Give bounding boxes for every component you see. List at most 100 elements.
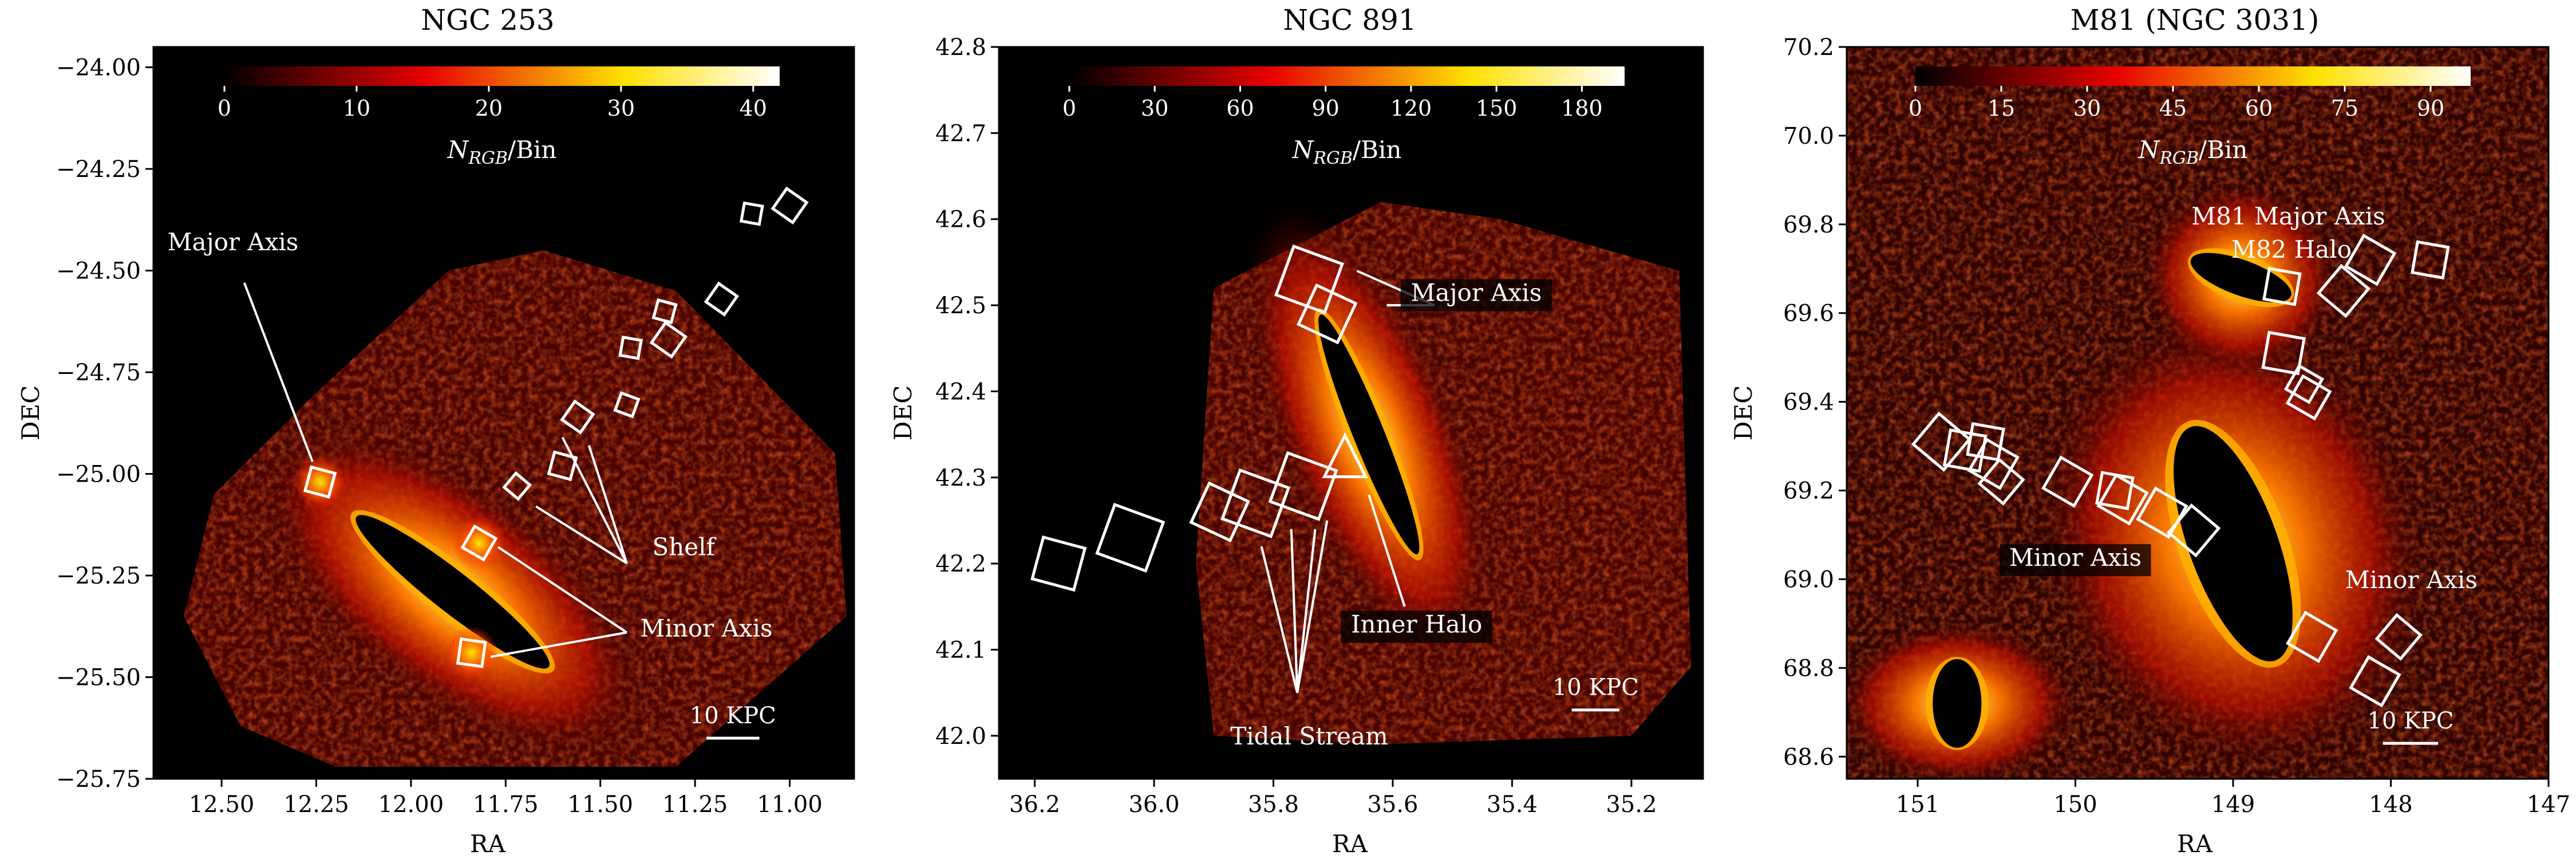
hst-field-square — [739, 201, 764, 226]
hst-field-square — [2262, 266, 2302, 306]
x-tick-label: 35.2 — [1606, 791, 1657, 818]
hst-field-square — [1966, 422, 2005, 462]
colorbar-tick-label: 30 — [1141, 96, 1168, 121]
hst-field-square — [618, 335, 643, 360]
scale-bar: 10 KPC — [690, 703, 776, 740]
y-tick-label: −25.75 — [56, 766, 141, 793]
x-axis: 151 150 149 148 147 — [1896, 779, 2570, 818]
y-tick-label: 69.0 — [1783, 566, 1834, 593]
annotation-leader-line — [1296, 529, 1317, 693]
y-tick-label: 42.0 — [935, 723, 986, 750]
y-tick-label: 42.3 — [935, 465, 986, 491]
y-tick-label: 42.8 — [935, 34, 986, 61]
annotation-label: Minor Axis — [2009, 543, 2142, 572]
hst-field-square — [2261, 330, 2306, 376]
colorbar-ticks: 0 15 30 45 60 75 90 — [1909, 86, 2444, 121]
hst-field-square — [2096, 473, 2149, 526]
x-tick-label: 35.6 — [1367, 791, 1418, 818]
annotation-leader-line — [243, 282, 314, 462]
annotation-label: Inner Halo — [1351, 610, 1482, 638]
annotation-label: M81 Major Axis — [2191, 202, 2385, 230]
field-glow — [452, 516, 506, 570]
colorbar-tick-label: 10 — [343, 96, 370, 121]
y-tick-label: −25.00 — [56, 462, 141, 488]
panel-title: M81 (NGC 3031) — [2071, 3, 2320, 37]
annotation-box — [2000, 544, 2151, 577]
x-tick-label: 151 — [1896, 791, 1939, 818]
y-tick-label: −24.00 — [56, 55, 141, 81]
colorbar-ticks: 0 10 20 30 40 — [218, 86, 767, 121]
hst-field-square — [2286, 610, 2338, 663]
hst-field-square — [771, 186, 809, 225]
x-tick-label: 149 — [2211, 791, 2255, 818]
hst-field-square — [460, 524, 498, 562]
colorbar-label: NRGB/Bin — [1292, 136, 1402, 168]
y-tick-label: 69.4 — [1783, 389, 1834, 416]
y-tick-label: −25.50 — [56, 665, 141, 691]
y-tick-label: 42.5 — [935, 293, 986, 319]
colorbar-tick-label: 180 — [1561, 96, 1603, 121]
x-axis-label: RA — [1332, 830, 1368, 858]
colorbar-tick-label: 90 — [2417, 96, 2444, 121]
annotation-leader-line — [490, 631, 627, 658]
annotation-leader-line — [1260, 546, 1299, 693]
axes-frame — [152, 46, 855, 780]
scale-bar-label: 10 KPC — [1552, 675, 1639, 701]
annotation-box — [1341, 610, 1492, 643]
y-tick-label: −24.25 — [56, 156, 141, 183]
y-tick-label: 69.8 — [1783, 212, 1834, 238]
x-tick-label: 148 — [2369, 791, 2412, 818]
hst-field-square — [502, 471, 532, 501]
plot-area: Major Axis Shelf Minor Axis — [153, 47, 854, 779]
x-tick-label: 150 — [2053, 791, 2097, 818]
y-tick-label: 42.2 — [935, 551, 986, 577]
y-axis-label: DEC — [17, 385, 45, 440]
y-tick-label: 42.4 — [935, 379, 986, 405]
y-tick-label: 68.6 — [1783, 744, 1834, 770]
hst-field-square — [613, 391, 641, 419]
colorbar-tick-label: 20 — [475, 96, 503, 121]
panel-ngc891: NGC 891 Major Axis Tidal Stream Inner Halo… — [889, 3, 1704, 858]
colorbar: 0 10 20 30 40 NRGB/Bin — [218, 66, 780, 168]
y-axis-label: DEC — [889, 385, 917, 440]
colorbar-tick-label: 60 — [2245, 96, 2273, 121]
hst-field-square — [1977, 458, 2025, 506]
axes-frame — [998, 46, 1704, 780]
annotation-leader-line — [1296, 520, 1329, 693]
colorbar-gradient — [224, 66, 780, 86]
field-glow — [444, 626, 499, 680]
y-axis-label: DEC — [1729, 385, 1757, 440]
colorbar-gradient — [1069, 66, 1625, 86]
annotation-label: M82 Halo — [2231, 235, 2352, 263]
y-tick-label: 42.1 — [935, 637, 986, 663]
y-tick-label: 42.6 — [935, 207, 986, 233]
colorbar-tick-label: 60 — [1226, 96, 1254, 121]
hst-field-square — [704, 281, 740, 317]
annotation-label: Major Axis — [1411, 279, 1542, 307]
y-tick-label: 70.2 — [1783, 34, 1834, 61]
colorbar: 0 30 60 90 120 150 180 NRGB/Bin — [1062, 66, 1625, 168]
hst-field-square — [2283, 364, 2325, 404]
x-tick-label: 35.4 — [1487, 791, 1538, 818]
y-tick-label: 69.6 — [1783, 301, 1834, 327]
hst-field-square — [560, 399, 595, 435]
hst-field-square — [649, 321, 688, 359]
heatmap-image: Major Axis Shelf Minor Axis — [153, 47, 854, 779]
colorbar-gradient — [1915, 66, 2471, 86]
hst-field-square — [1911, 411, 1971, 472]
colorbar-tick-label: 30 — [607, 96, 635, 121]
annotation-box — [157, 228, 309, 261]
annotation-leader-line — [535, 505, 628, 565]
heatmap-image: Major Axis Tidal Stream Inner Halo — [999, 47, 1703, 779]
hst-field-square — [2344, 234, 2397, 286]
x-tick-label: 11.50 — [567, 791, 633, 818]
scale-bar-label: 10 KPC — [690, 703, 776, 729]
y-axis: 68.6 68.8 69.0 69.2 69.4 69.6 69.8 70.0 70.2 — [1783, 34, 1847, 770]
hst-field-triangle — [1322, 432, 1368, 478]
hst-field-square — [2349, 655, 2401, 708]
colorbar-tick-label: 75 — [2331, 96, 2358, 121]
axes-frame — [1846, 46, 2550, 780]
x-axis: 36.2 36.0 35.8 35.6 35.4 35.2 — [1009, 779, 1657, 818]
hst-field-square — [2041, 455, 2094, 508]
